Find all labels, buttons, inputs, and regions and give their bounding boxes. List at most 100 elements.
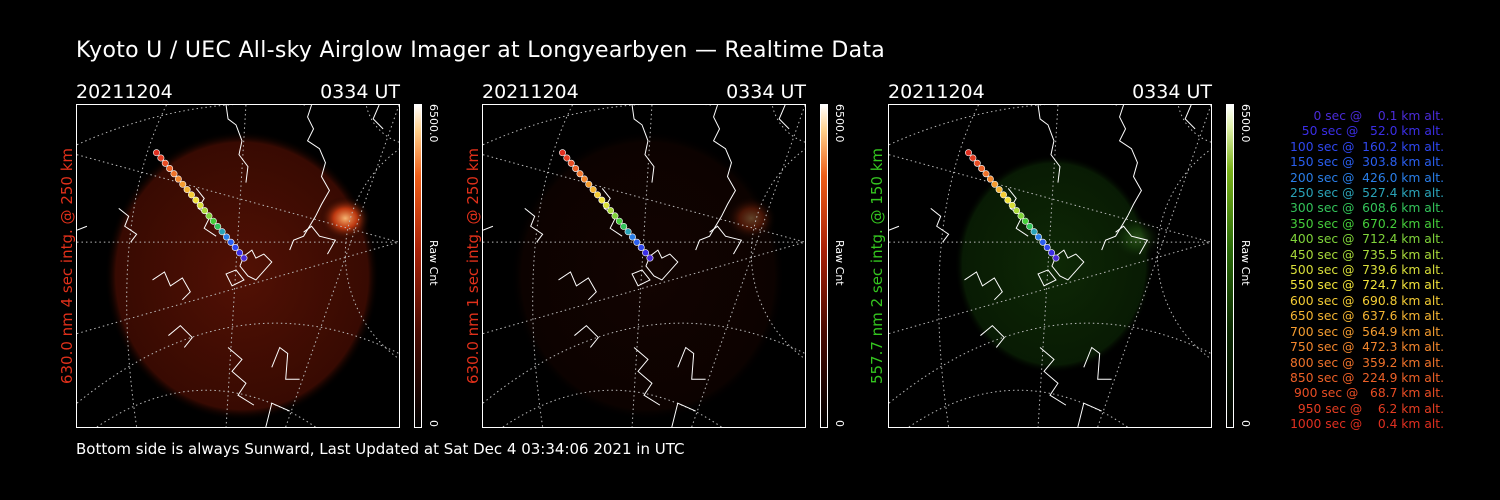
trajectory-point — [1048, 249, 1056, 257]
trajectory-point — [166, 165, 174, 172]
trajectory-point — [982, 170, 990, 178]
panel-2-wavelength-label: 630.0 nm 1 sec intg. @ 250 km — [464, 147, 482, 385]
trajectory-point — [637, 244, 645, 251]
legend-row: 0 sec @ 0.1 km alt. — [1313, 109, 1444, 123]
panel-1-wavelength-label: 630.0 nm 4 sec intg. @ 250 km — [58, 147, 76, 385]
auroral-spot — [725, 196, 778, 241]
trajectory-point — [615, 217, 623, 225]
trajectory-point — [589, 186, 597, 194]
legend-row: 900 sec @ 68.7 km alt. — [1293, 386, 1444, 401]
trajectory-point — [995, 186, 1003, 194]
airglow-region — [954, 154, 1154, 374]
trajectory-point — [973, 159, 981, 167]
trajectory-point — [183, 186, 191, 194]
footer-status: Bottom side is always Sunward, Last Upda… — [76, 440, 685, 458]
trajectory-point — [188, 191, 195, 199]
trajectory-point — [602, 201, 610, 209]
trajectory-point — [222, 233, 230, 241]
trajectory-point — [624, 228, 632, 236]
panel-2-colorbar-max: 6500.0 — [833, 104, 846, 143]
airglow-region — [510, 130, 786, 422]
map-grid — [889, 105, 1211, 427]
trajectory-point — [153, 149, 160, 157]
trajectory-point — [978, 165, 986, 172]
trajectory-point — [969, 154, 977, 162]
trajectory-point — [1013, 207, 1021, 215]
legend-row: 50 sec @ 52.0 km alt. — [1301, 124, 1444, 139]
legend-row: 600 sec @ 690.8 km alt. — [1290, 293, 1444, 308]
trajectory-point — [205, 212, 213, 220]
trajectory-point — [1034, 233, 1042, 241]
coastlines — [889, 105, 1196, 427]
trajectory-point — [620, 222, 628, 230]
trajectory-legend: 0 sec @ 0.1 km alt. 50 sec @ 52.0 km alt.… — [1248, 109, 1444, 433]
legend-row: 950 sec @ 6.2 km alt. — [1297, 401, 1444, 416]
legend-row: 700 sec @ 564.9 km alt. — [1290, 324, 1444, 339]
trajectory-point — [594, 191, 601, 199]
trajectory-point — [598, 196, 606, 204]
trajectory-point — [192, 196, 200, 204]
trajectory-point — [642, 249, 650, 257]
trajectory-point — [986, 175, 994, 183]
trajectory-point — [157, 154, 165, 162]
panel-1-image — [76, 104, 400, 428]
legend-row: 850 sec @ 224.9 km alt. — [1290, 370, 1444, 385]
panel-1-date: 20211204 — [76, 81, 173, 103]
trajectory-point — [572, 165, 580, 172]
trajectory-point — [161, 159, 169, 167]
panel-3-colorbar — [1226, 104, 1234, 428]
trajectory-point — [1017, 212, 1025, 220]
trajectory-point — [240, 254, 248, 262]
trajectory-point — [1039, 238, 1047, 246]
trajectory-point — [170, 170, 178, 178]
panel-2-colorbar — [820, 104, 828, 428]
legend-row: 800 sec @ 359.2 km alt. — [1290, 355, 1444, 370]
legend-row: 200 sec @ 426.0 km alt. — [1290, 170, 1444, 185]
trajectory-point — [611, 212, 619, 220]
panel-1-colorbar-max: 6500.0 — [427, 104, 440, 143]
legend-row: 500 sec @ 739.6 km alt. — [1290, 263, 1444, 278]
trajectory-point — [580, 175, 588, 183]
panel-3-date: 20211204 — [888, 81, 985, 103]
trajectory-point — [1030, 228, 1038, 236]
panel-1-time: 0334 UT — [320, 81, 400, 103]
panel-2-date: 20211204 — [482, 81, 579, 103]
trajectory-point — [559, 149, 566, 157]
trajectory-point — [633, 238, 641, 246]
trajectory-point — [227, 238, 235, 246]
legend-row: 350 sec @ 670.2 km alt. — [1290, 216, 1444, 231]
panel-3-time: 0334 UT — [1132, 81, 1212, 103]
trajectory-point — [965, 149, 972, 157]
panel-1-colorbar-unit: Raw Cnt — [427, 240, 440, 286]
legend-row: 750 sec @ 472.3 km alt. — [1290, 340, 1444, 355]
panel-2-image — [482, 104, 806, 428]
panel-2-colorbar-unit: Raw Cnt — [833, 240, 846, 286]
trajectory-point — [196, 201, 204, 209]
coastlines — [483, 105, 790, 427]
legend-row: 100 sec @ 160.2 km alt. — [1290, 139, 1444, 154]
trajectory-point — [1026, 222, 1034, 230]
trajectory-point — [1021, 217, 1029, 225]
trajectory-point — [236, 249, 244, 257]
trajectory-point — [646, 254, 654, 262]
trajectory-point — [214, 222, 222, 230]
legend-row: 150 sec @ 303.8 km alt. — [1290, 155, 1444, 170]
trajectory-point — [179, 180, 187, 188]
trajectory-point — [209, 217, 217, 225]
trajectory-point — [576, 170, 584, 178]
trajectory-point — [201, 207, 209, 215]
legend-row: 550 sec @ 724.7 km alt. — [1290, 278, 1444, 293]
legend-row: 300 sec @ 608.6 km alt. — [1290, 201, 1444, 216]
trajectory-point — [174, 175, 182, 183]
trajectory-point — [218, 228, 226, 236]
trajectory-point — [628, 233, 636, 241]
coastlines — [77, 105, 384, 427]
legend-row: 1000 sec @ 0.4 km alt. — [1290, 417, 1444, 432]
trajectory-point — [567, 159, 575, 167]
legend-row: 250 sec @ 527.4 km alt. — [1290, 186, 1444, 201]
panel-2-time: 0334 UT — [726, 81, 806, 103]
panel-3-image — [888, 104, 1212, 428]
trajectory-point — [1043, 244, 1051, 251]
trajectory-point — [991, 180, 999, 188]
legend-row: 400 sec @ 712.4 km alt. — [1290, 232, 1444, 247]
